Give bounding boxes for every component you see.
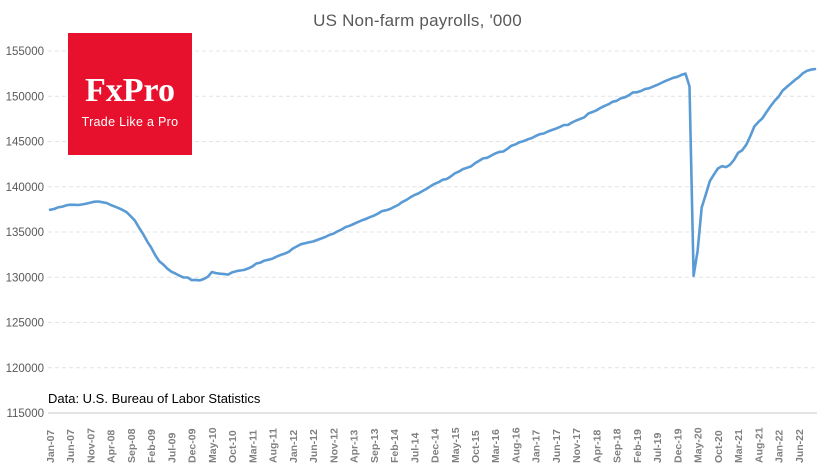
x-tick-label: Jun-17 <box>551 429 563 463</box>
x-tick-label: Oct-15 <box>470 430 482 463</box>
y-tick-label: 115000 <box>6 408 44 420</box>
x-tick-label: Dec-14 <box>430 428 442 463</box>
x-tick-label: Feb-19 <box>632 429 644 463</box>
x-tick-label: Sep-18 <box>612 428 624 463</box>
x-tick-label: Jan-07 <box>45 430 57 463</box>
x-tick-label: May-20 <box>693 427 705 463</box>
x-tick-label: Jun-22 <box>794 429 806 463</box>
x-tick-label: Dec-09 <box>187 428 199 463</box>
x-tick-label: Jan-17 <box>531 430 543 463</box>
y-tick-label: 125000 <box>6 318 44 330</box>
x-tick-label: Jul-19 <box>652 432 664 463</box>
chart-title: US Non-farm payrolls, '000 <box>313 11 522 30</box>
y-tick-label: 130000 <box>6 272 44 284</box>
x-tick-label: May-15 <box>450 427 462 463</box>
y-tick-label: 150000 <box>6 91 44 103</box>
x-tick-label: Aug-11 <box>268 428 280 463</box>
x-tick-label: May-10 <box>207 427 219 463</box>
x-tick-label: Jan-22 <box>774 430 786 463</box>
data-source-note: Data: U.S. Bureau of Labor Statistics <box>48 391 261 406</box>
x-tick-label: Apr-18 <box>591 430 603 463</box>
x-tick-label: Jun-07 <box>65 429 77 463</box>
x-tick-label: Apr-13 <box>349 430 361 463</box>
x-tick-label: Aug-16 <box>510 427 522 463</box>
x-tick-label: Jul-09 <box>166 432 178 463</box>
x-tick-label: Mar-21 <box>733 429 745 463</box>
x-tick-label: Feb-14 <box>389 429 401 463</box>
x-tick-label: Dec-19 <box>672 428 684 463</box>
payrolls-series-line <box>48 67 817 282</box>
x-tick-label: Nov-12 <box>328 428 340 463</box>
fxpro-logo: FxPro Trade Like a Pro <box>68 33 192 155</box>
x-tick-label: Oct-10 <box>227 430 239 463</box>
fxpro-logo-wordmark: FxPro <box>84 71 175 109</box>
x-tick-label: Jun-12 <box>308 429 320 463</box>
x-tick-label: Jul-14 <box>409 432 421 463</box>
x-tick-label: Sep-08 <box>126 428 138 463</box>
y-tick-label: 140000 <box>6 182 44 194</box>
x-tick-label: Jan-12 <box>288 430 300 463</box>
fxpro-logo-tagline: Trade Like a Pro <box>81 114 179 129</box>
y-tick-label: 120000 <box>6 363 44 375</box>
y-tick-label: 135000 <box>6 227 44 239</box>
x-tick-label: Nov-07 <box>85 428 97 463</box>
x-tick-label: Aug-21 <box>753 427 765 463</box>
x-tick-label: Apr-08 <box>106 430 118 463</box>
y-tick-label: 145000 <box>6 137 44 149</box>
x-tick-label: Mar-11 <box>247 430 259 463</box>
x-tick-label: Feb-09 <box>146 429 158 463</box>
y-tick-label: 155000 <box>6 46 44 58</box>
x-tick-label: Nov-17 <box>571 428 583 463</box>
x-tick-label: Mar-16 <box>490 429 502 463</box>
x-tick-label: Oct-20 <box>713 430 725 463</box>
x-tick-label: Sep-13 <box>369 428 381 463</box>
